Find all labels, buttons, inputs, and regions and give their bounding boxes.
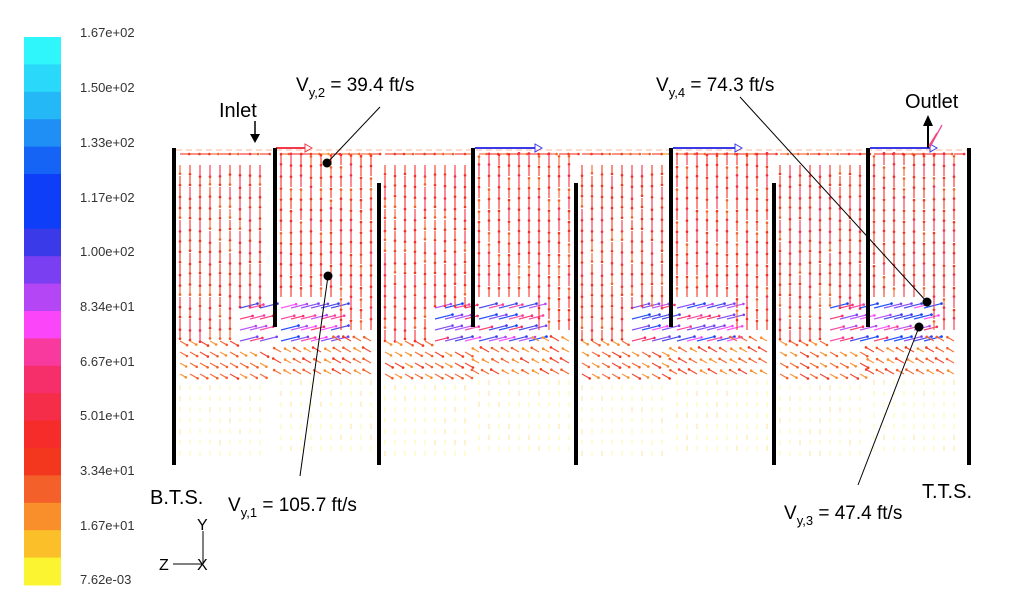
- velocity-vectors: [176, 143, 969, 457]
- colorbar-band: [24, 146, 61, 175]
- colorbar-band: [24, 119, 61, 148]
- colorbar-band: [24, 502, 61, 531]
- colorbar-tick-label: 7.62e-03: [80, 572, 131, 587]
- colorbar-tick-label: 1.50e+02: [80, 80, 135, 95]
- colorbar-band: [24, 256, 61, 285]
- colorbar-band: [24, 365, 61, 394]
- colorbar-tick-label: 1.17e+02: [80, 190, 135, 205]
- tts-label: T.T.S.: [922, 481, 972, 503]
- colorbar-tick-label: 1.33e+02: [80, 135, 135, 150]
- leader-line-vy4: [739, 96, 928, 303]
- colorbar-band: [24, 557, 61, 586]
- annotation-leader-lines: [299, 96, 932, 486]
- colorbar-band: [24, 448, 61, 476]
- colorbar-tick-label: 6.67e+01: [80, 354, 135, 369]
- colorbar-labels: 1.67e+02 1.50e+02 1.33e+02 1.17e+02 1.00e+02…: [80, 25, 135, 587]
- colorbar-band: [24, 37, 61, 65]
- axis-x-label: X: [197, 557, 208, 574]
- colorbar-band: [24, 475, 61, 504]
- colorbar-band: [24, 174, 61, 202]
- outlet-label: Outlet: [905, 91, 959, 113]
- colorbar-band: [24, 201, 61, 230]
- annotation-vy3: Vy,3 = 47.4 ft/s: [784, 503, 902, 528]
- colorbar-band: [24, 283, 61, 312]
- inlet-label: Inlet: [219, 100, 257, 122]
- probe-point-vy1: [323, 271, 333, 281]
- axis-triad: Y Z X: [159, 517, 208, 574]
- colorbar-band: [24, 311, 61, 339]
- colorbar-tick-label: 1.67e+01: [80, 518, 135, 533]
- velocity-annotations: Vy,1 = 105.7 ft/s Vy,2 = 39.4 ft/s Vy,3 = …: [228, 75, 902, 528]
- colorbar-band: [24, 64, 61, 93]
- probe-point-vy4: [922, 297, 932, 307]
- colorbar-band: [24, 530, 61, 559]
- bts-label: B.T.S.: [150, 487, 203, 509]
- axis-z-label: Z: [159, 557, 169, 574]
- inlet-arrow-icon: [250, 121, 260, 143]
- probe-point-vy3: [914, 322, 924, 332]
- colorbar-band: [24, 91, 61, 120]
- colorbar-tick-label: 1.67e+02: [80, 25, 135, 40]
- probe-point-vy2: [322, 158, 332, 168]
- axis-y-label: Y: [197, 517, 208, 534]
- colorbar-band: [24, 228, 61, 257]
- colorbar-band: [24, 393, 61, 422]
- outlet-arrow-icon: [923, 115, 943, 148]
- colorbar-tick-label: 1.00e+02: [80, 244, 135, 259]
- annotation-vy1: Vy,1 = 105.7 ft/s: [228, 495, 357, 520]
- colorbar-tick-label: 8.34e+01: [80, 299, 135, 314]
- colorbar-band: [24, 420, 61, 449]
- colorbar: [24, 37, 61, 586]
- leader-line-vy3: [857, 326, 920, 486]
- leader-line-vy1: [299, 275, 329, 477]
- colorbar-tick-label: 5.01e+01: [80, 408, 135, 423]
- leader-line-vy2: [326, 106, 381, 164]
- annotation-vy2: Vy,2 = 39.4 ft/s: [296, 75, 414, 100]
- colorbar-band: [24, 338, 61, 367]
- colorbar-tick-label: 3.34e+01: [80, 463, 135, 478]
- annotation-vy4: Vy,4 = 74.3 ft/s: [656, 75, 774, 100]
